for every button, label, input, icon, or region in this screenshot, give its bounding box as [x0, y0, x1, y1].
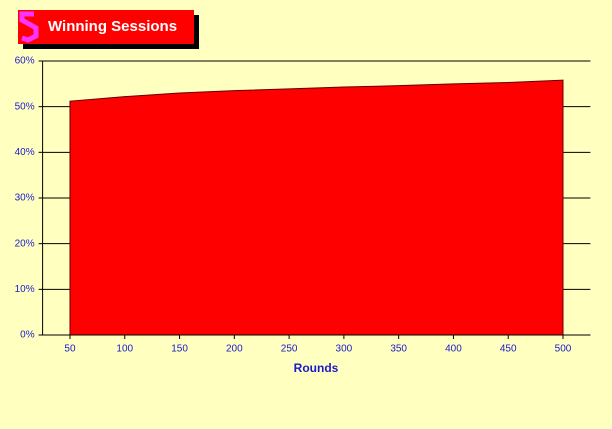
x-axis-title: Rounds: [294, 361, 339, 375]
chart-title: Winning Sessions: [48, 18, 177, 35]
x-tick-label: 150: [171, 344, 188, 355]
x-tick-label: 350: [390, 344, 407, 355]
x-tick-label: 400: [445, 344, 462, 355]
y-tick-label: 50%: [15, 101, 35, 112]
x-tick-label: 100: [116, 344, 133, 355]
x-tick-label: 450: [500, 344, 517, 355]
y-tick-label: 30%: [15, 193, 35, 204]
logo: [19, 11, 39, 43]
title-box: [18, 10, 194, 44]
y-tick-label: 20%: [15, 238, 35, 249]
x-tick-label: 300: [336, 344, 353, 355]
y-tick-label: 0%: [20, 330, 35, 341]
y-tick-label: 10%: [15, 284, 35, 295]
x-tick-label: 250: [281, 344, 298, 355]
y-tick-label: 60%: [15, 56, 35, 67]
x-tick-label: 200: [226, 344, 243, 355]
y-tick-label: 40%: [15, 147, 35, 158]
x-tick-label: 500: [555, 344, 572, 355]
x-tick-label: 50: [64, 344, 76, 355]
area: [69, 79, 564, 336]
